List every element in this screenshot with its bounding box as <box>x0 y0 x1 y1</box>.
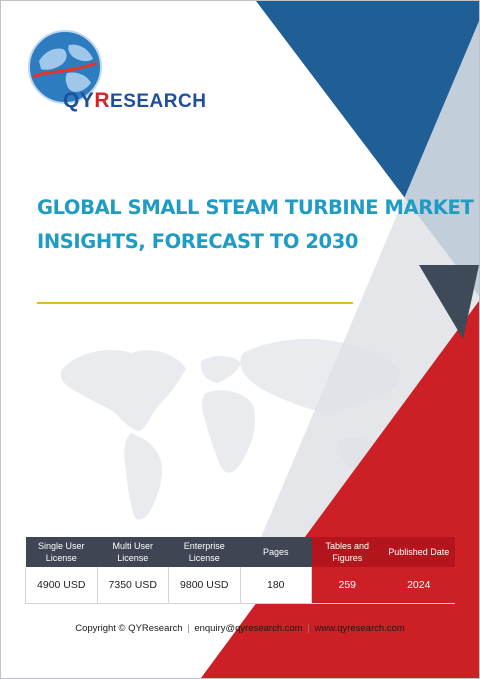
footer-website-link[interactable]: www.qyresearch.com <box>314 623 405 634</box>
license-info-table: Single User License Multi User License E… <box>25 537 455 604</box>
value-single-user: 4900 USD <box>25 567 98 604</box>
header-single-user: Single User License <box>25 537 97 567</box>
value-multi-user: 7350 USD <box>96 567 169 604</box>
logo-wordmark: QYRESEARCH <box>63 89 206 113</box>
footer-copyright: Copyright © QYResearch <box>75 623 183 634</box>
footer-separator-1: | <box>187 623 190 634</box>
logo-qy: QY <box>63 89 95 112</box>
header-published-date: Published Date <box>383 537 455 567</box>
world-map-graphic <box>60 338 401 520</box>
title-divider <box>37 302 353 304</box>
logo-r: R <box>94 89 111 112</box>
header-tables-figures: Tables and Figures <box>311 537 383 567</box>
header-enterprise: Enterprise License <box>168 537 240 567</box>
table-header-row: Single User License Multi User License E… <box>25 537 455 567</box>
value-enterprise: 9800 USD <box>168 567 241 604</box>
value-pages: 180 <box>239 567 312 604</box>
footer: Copyright © QYResearch | enquiry@qyresea… <box>1 623 479 634</box>
footer-separator-2: | <box>307 623 310 634</box>
logo-rest: ESEARCH <box>110 91 207 112</box>
table-values-row: 4900 USD 7350 USD 9800 USD 180 259 2024 <box>25 567 455 604</box>
footer-email-link[interactable]: enquiry@qyresearch.com <box>194 623 303 634</box>
report-title-line-2: INSIGHTS, FORECAST TO 2030 <box>37 230 359 253</box>
qyresearch-logo: QYRESEARCH <box>25 27 206 117</box>
header-pages: Pages <box>240 537 312 567</box>
value-published-date: 2024 <box>382 567 455 604</box>
value-tables-figures: 259 <box>311 567 384 604</box>
slate-triangle <box>419 265 479 339</box>
report-title-line-1: GLOBAL SMALL STEAM TURBINE MARKET <box>37 196 474 219</box>
globe-icon <box>28 30 102 104</box>
header-multi-user: Multi User License <box>97 537 169 567</box>
report-title: GLOBAL SMALL STEAM TURBINE MARKET INSIGH… <box>37 191 474 259</box>
